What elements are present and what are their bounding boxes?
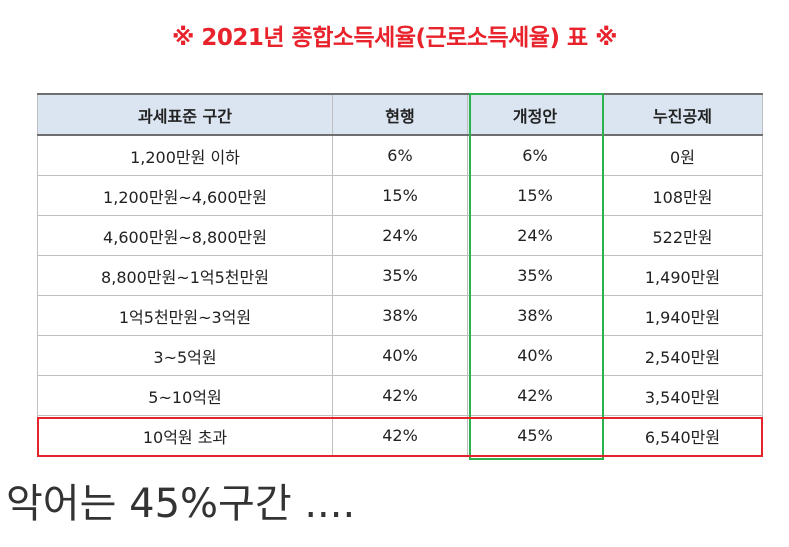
proposal-rate-cell: 42% xyxy=(467,375,603,416)
header-deduction: 누진공제 xyxy=(602,93,763,136)
table-row-top-bracket: 10억원 초과 42% 45% 6,540만원 xyxy=(37,415,763,456)
bracket-cell: 4,600만원~8,800만원 xyxy=(37,215,333,256)
table-row: 3~5억원 40% 40% 2,540만원 xyxy=(37,335,763,376)
table-header-row: 과세표준 구간 현행 개정안 누진공제 xyxy=(37,93,763,136)
deduction-cell: 1,940만원 xyxy=(602,295,763,336)
header-current: 현행 xyxy=(332,93,468,136)
proposal-rate-cell: 40% xyxy=(467,335,603,376)
deduction-cell: 0원 xyxy=(602,134,763,176)
bracket-cell: 10억원 초과 xyxy=(37,415,333,456)
proposal-rate-cell: 6% xyxy=(467,134,603,176)
bracket-cell: 1억5천만원~3억원 xyxy=(37,295,333,336)
current-rate-cell: 15% xyxy=(332,175,468,216)
current-rate-cell: 38% xyxy=(332,295,468,336)
table-row: 1억5천만원~3억원 38% 38% 1,940만원 xyxy=(37,295,763,336)
deduction-cell: 1,490만원 xyxy=(602,255,763,296)
header-bracket: 과세표준 구간 xyxy=(37,93,333,136)
table-row: 5~10억원 42% 42% 3,540만원 xyxy=(37,375,763,416)
bracket-cell: 1,200만원~4,600만원 xyxy=(37,175,333,216)
table-row: 4,600만원~8,800만원 24% 24% 522만원 xyxy=(37,215,763,256)
bracket-cell: 8,800만원~1억5천만원 xyxy=(37,255,333,296)
deduction-cell: 108만원 xyxy=(602,175,763,216)
proposal-rate-cell: 35% xyxy=(467,255,603,296)
current-rate-cell: 42% xyxy=(332,415,468,456)
current-rate-cell: 40% xyxy=(332,335,468,376)
proposal-rate-cell: 24% xyxy=(467,215,603,256)
bracket-cell: 3~5억원 xyxy=(37,335,333,376)
proposal-rate-cell: 15% xyxy=(467,175,603,216)
tax-rate-table: 과세표준 구간 현행 개정안 누진공제 1,200만원 이하 6% 6% 0원 … xyxy=(37,93,763,456)
deduction-cell: 2,540만원 xyxy=(602,335,763,376)
table-row: 1,200만원 이하 6% 6% 0원 xyxy=(37,134,763,176)
proposal-rate-cell: 45% xyxy=(467,415,603,456)
current-rate-cell: 24% xyxy=(332,215,468,256)
table-row: 8,800만원~1억5천만원 35% 35% 1,490만원 xyxy=(37,255,763,296)
deduction-cell: 6,540만원 xyxy=(602,415,763,456)
deduction-cell: 522만원 xyxy=(602,215,763,256)
bracket-cell: 1,200만원 이하 xyxy=(37,134,333,176)
table-row: 1,200만원~4,600만원 15% 15% 108만원 xyxy=(37,175,763,216)
proposal-rate-cell: 38% xyxy=(467,295,603,336)
caption-text: 악어는 45%구간 .... xyxy=(6,481,356,527)
current-rate-cell: 42% xyxy=(332,375,468,416)
header-proposal: 개정안 xyxy=(467,93,603,136)
page-title: ※ 2021년 종합소득세율(근로소득세율) 표 ※ xyxy=(171,25,618,51)
bracket-cell: 5~10억원 xyxy=(37,375,333,416)
deduction-cell: 3,540만원 xyxy=(602,375,763,416)
current-rate-cell: 35% xyxy=(332,255,468,296)
current-rate-cell: 6% xyxy=(332,134,468,176)
